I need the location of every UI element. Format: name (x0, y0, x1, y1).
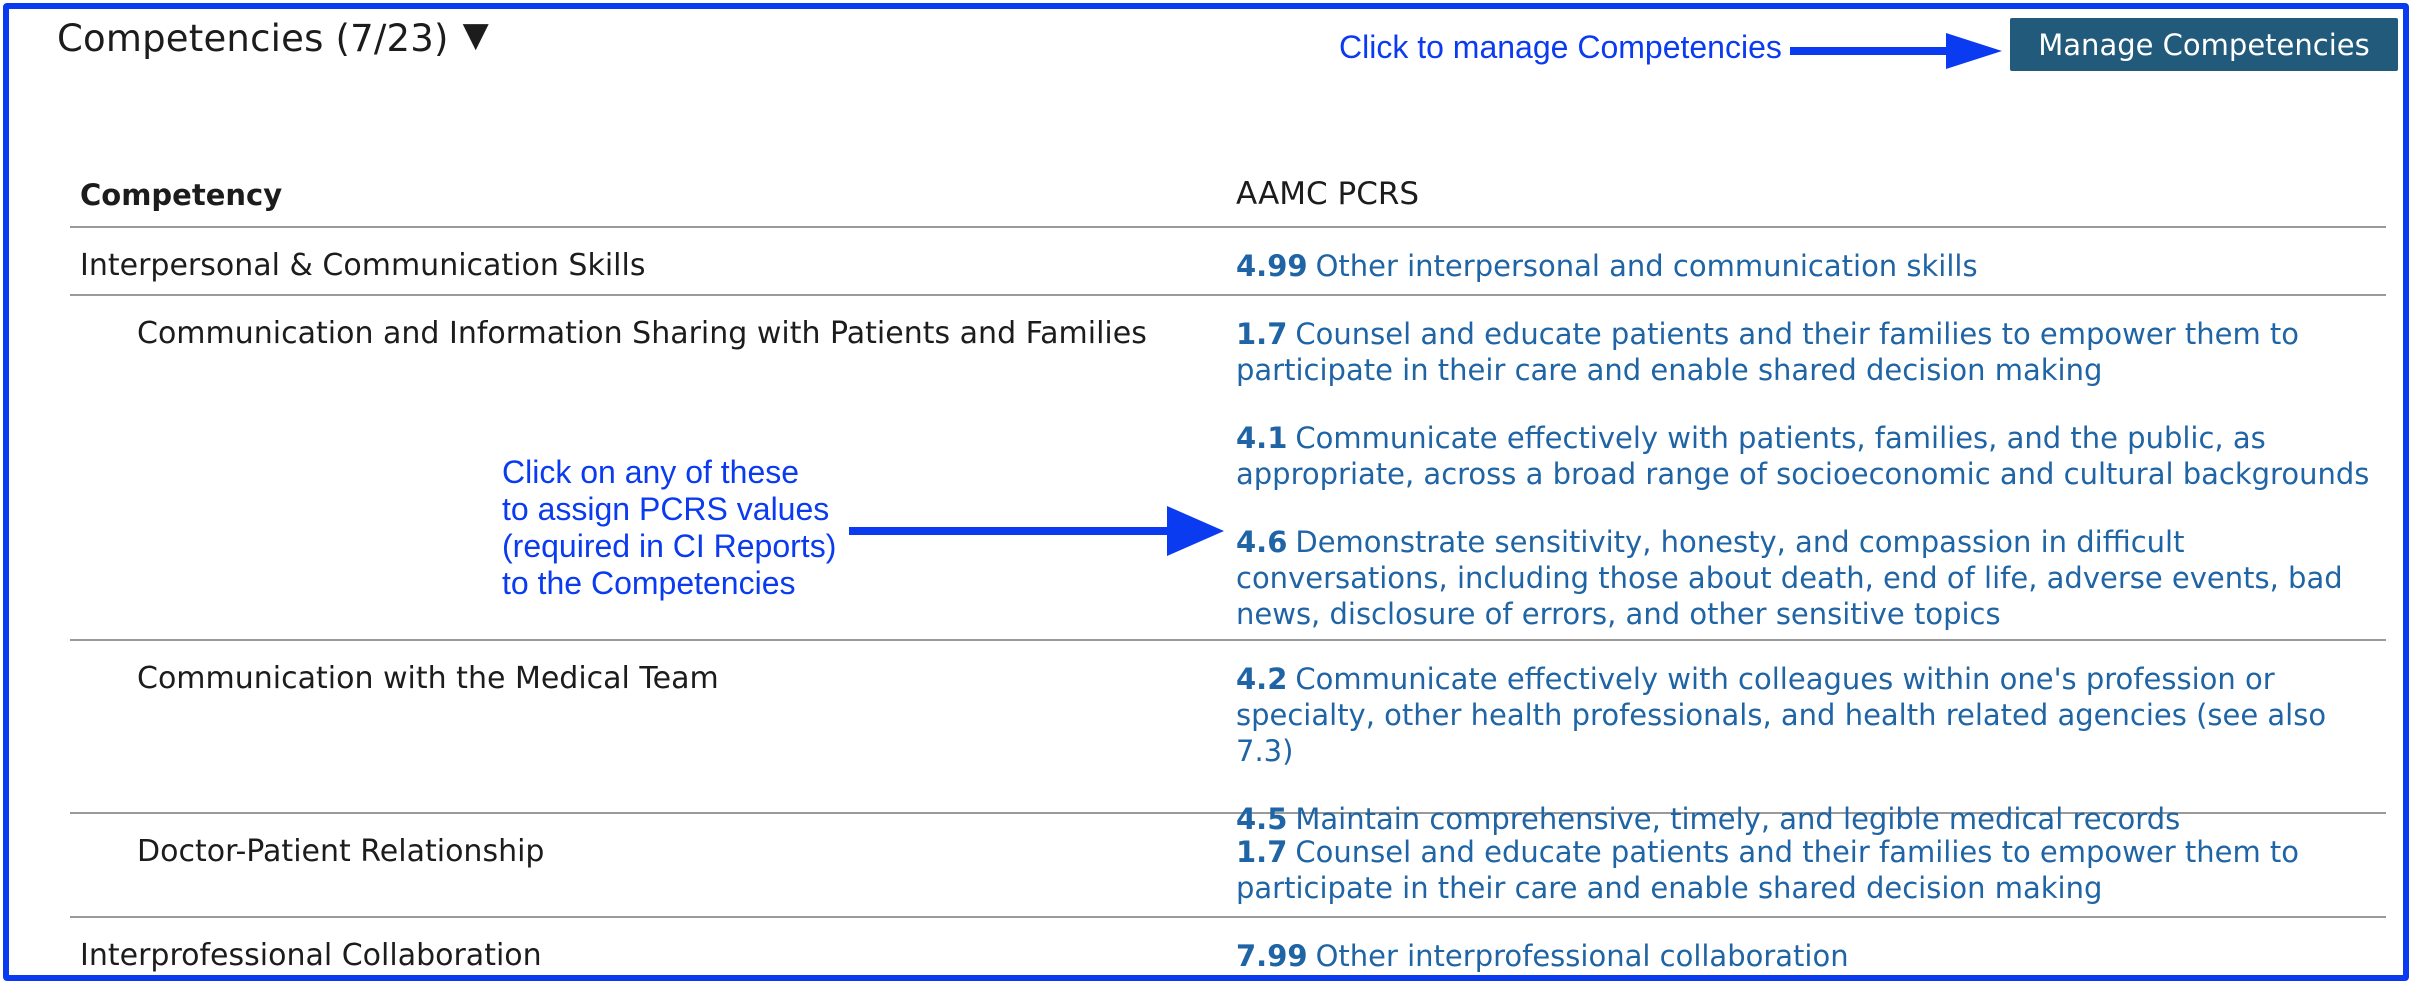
pcrs-text: Other interprofessional collaboration (1315, 939, 1849, 973)
pcrs-code: 4.1 (1236, 421, 1288, 455)
collapse-caret-icon[interactable]: ▼ (462, 14, 490, 55)
arrow-right-icon (1790, 33, 2002, 69)
competency-name: Doctor-Patient Relationship (137, 834, 545, 869)
pcrs-cell: 4.2 Communicate effectively with colleagu… (1226, 641, 2386, 836)
pcrs-link[interactable]: 1.7 Counsel and educate patients and thei… (1236, 834, 2386, 906)
pcrs-text: Demonstrate sensitivity, honesty, and co… (1236, 525, 2343, 631)
pcrs-callout-line: to the Competencies (502, 565, 796, 601)
pcrs-text: Communicate effectively with colleagues … (1236, 662, 2327, 768)
table-row: Doctor-Patient Relationship 1.7 Counsel a… (70, 814, 2386, 918)
pcrs-link[interactable]: 7.99 Other interprofessional collaboratio… (1236, 938, 2386, 974)
pcrs-code: 4.99 (1236, 249, 1308, 283)
pcrs-code: 1.7 (1236, 835, 1288, 869)
column-header-competency: Competency (80, 178, 283, 212)
competencies-table: Competency AAMC PCRS Interpersonal & Com… (70, 159, 2386, 975)
pcrs-cell: 7.99 Other interprofessional collaboratio… (1226, 918, 2386, 975)
table-row: Communication with the Medical Team 4.2 C… (70, 641, 2386, 836)
arrow-right-icon (849, 506, 1224, 556)
pcrs-cell: 1.7 Counsel and educate patients and thei… (1226, 814, 2386, 916)
pcrs-text: Communicate effectively with patients, f… (1236, 421, 2370, 491)
pcrs-link[interactable]: 4.5 Maintain comprehensive, timely, and l… (1236, 801, 2386, 837)
section-header[interactable]: Competencies (7/23) ▼ (57, 14, 490, 61)
table-row: Interpersonal & Communication Skills 4.9… (70, 228, 2386, 296)
section-title: Competencies (7/23) (57, 17, 449, 60)
table-row: Communication and Information Sharing wi… (70, 296, 2386, 641)
screenshot-frame: Competencies (7/23) ▼ Click to manage Co… (3, 3, 2409, 981)
pcrs-text: Counsel and educate patients and their f… (1236, 835, 2300, 905)
pcrs-link[interactable]: 1.7 Counsel and educate patients and thei… (1236, 316, 2386, 388)
competency-name: Interprofessional Collaboration (80, 938, 542, 973)
competency-name: Communication and Information Sharing wi… (137, 316, 1147, 351)
pcrs-code: 4.2 (1236, 662, 1288, 696)
pcrs-code: 7.99 (1236, 939, 1308, 973)
manage-competencies-button[interactable]: Manage Competencies (2010, 18, 2398, 71)
pcrs-callout-text: Click on any of these to assign PCRS val… (502, 454, 836, 602)
pcrs-link[interactable]: 4.1 Communicate effectively with patients… (1236, 420, 2386, 492)
competency-name: Interpersonal & Communication Skills (80, 248, 646, 283)
pcrs-text: Other interpersonal and communication sk… (1315, 249, 1978, 283)
pcrs-cell: 1.7 Counsel and educate patients and thei… (1226, 296, 2386, 639)
pcrs-link[interactable]: 4.2 Communicate effectively with colleagu… (1236, 661, 2386, 769)
competency-name: Communication with the Medical Team (137, 661, 719, 696)
pcrs-link[interactable]: 4.99 Other interpersonal and communicatio… (1236, 248, 2386, 284)
manage-callout-text: Click to manage Competencies (1339, 29, 1782, 65)
pcrs-callout-line: Click on any of these (502, 454, 800, 490)
pcrs-code: 4.6 (1236, 525, 1288, 559)
table-row: Interprofessional Collaboration 7.99 Othe… (70, 918, 2386, 975)
table-header: Competency AAMC PCRS (70, 159, 2386, 228)
pcrs-text: Maintain comprehensive, timely, and legi… (1295, 802, 2181, 836)
pcrs-code: 1.7 (1236, 317, 1288, 351)
pcrs-callout-line: to assign PCRS values (502, 491, 830, 527)
column-header-aamc-pcrs: AAMC PCRS (1236, 176, 1420, 212)
pcrs-code: 4.5 (1236, 802, 1288, 836)
pcrs-text: Counsel and educate patients and their f… (1236, 317, 2300, 387)
pcrs-cell: 4.99 Other interpersonal and communicatio… (1226, 228, 2386, 294)
pcrs-callout-line: (required in CI Reports) (502, 528, 837, 564)
pcrs-link[interactable]: 4.6 Demonstrate sensitivity, honesty, and… (1236, 524, 2386, 632)
